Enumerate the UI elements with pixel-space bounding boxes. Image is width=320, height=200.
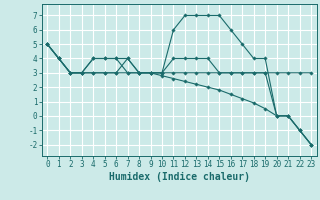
X-axis label: Humidex (Indice chaleur): Humidex (Indice chaleur) [109,172,250,182]
